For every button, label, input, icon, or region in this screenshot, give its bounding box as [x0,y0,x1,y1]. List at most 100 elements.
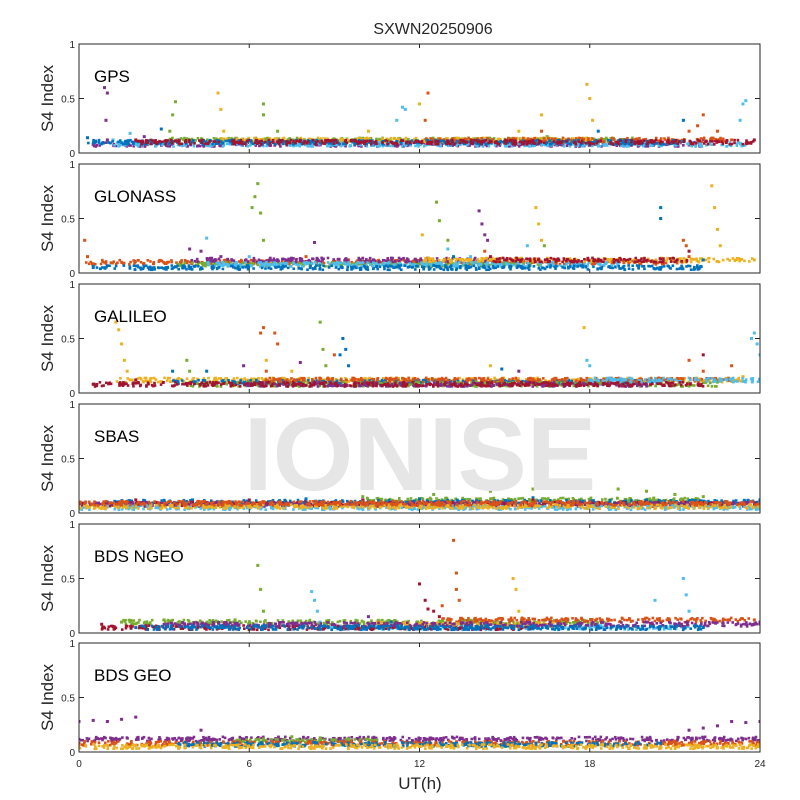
data-point [707,256,711,260]
data-point [130,140,134,144]
data-point [337,261,341,265]
data-point [468,140,471,144]
data-point [530,142,534,146]
data-point [128,263,131,266]
data-point [242,381,245,385]
data-point [625,144,629,148]
data-point [326,256,330,260]
data-point [289,257,293,261]
data-point [728,142,732,146]
data-point [408,265,411,269]
data-point [744,99,748,103]
data-point [520,264,523,268]
data-point [537,139,541,142]
data-point [613,138,616,141]
data-point [694,141,698,145]
data-point [392,137,396,141]
data-point [442,138,446,141]
data-point [513,256,517,260]
data-point [172,266,176,269]
data-point [517,129,521,133]
data-point [616,258,619,262]
panel-label: GLONASS [94,187,176,206]
data-point [330,264,333,268]
data-point [649,144,652,147]
data-point [217,140,221,144]
data-point [168,376,171,380]
data-point [97,138,101,142]
data-point [233,380,236,383]
data-point [700,379,704,382]
data-point [539,141,542,145]
data-point [448,139,452,143]
data-point [582,145,585,148]
data-point [612,260,616,264]
data-point [737,376,741,380]
data-point [352,140,356,144]
data-point [335,143,339,147]
data-point [345,141,349,145]
data-point [303,139,306,143]
data-point [278,139,282,142]
data-point [687,249,691,253]
data-point [712,143,716,146]
data-point [540,260,543,264]
data-point [298,257,302,261]
data-point [662,262,666,265]
data-point [590,258,593,261]
data-point [341,337,345,340]
data-point [557,258,561,262]
data-point [676,376,679,380]
data-point [363,266,367,269]
data-point [658,260,662,264]
data-point [567,266,570,270]
data-point [259,143,263,146]
data-point [427,256,430,260]
data-point [459,261,463,264]
data-point [273,261,276,264]
data-point [150,138,153,142]
data-point [705,140,708,143]
data-point [436,139,440,143]
data-point [310,144,313,148]
data-point [644,145,648,148]
data-point [143,142,146,146]
data-point [208,140,211,143]
data-point [332,258,335,261]
data-point [356,259,359,262]
data-point [581,262,584,266]
data-point [740,144,744,148]
data-point [418,102,421,106]
data-point [516,142,519,146]
data-point [476,140,480,144]
data-point [129,260,132,264]
data-point [544,260,547,264]
data-point [246,144,250,148]
data-point [403,142,407,145]
data-point [240,381,243,385]
data-point [174,379,178,383]
data-point [521,267,524,270]
data-point [406,138,410,141]
data-point [226,263,229,266]
data-point [377,260,381,264]
data-point [550,142,554,145]
data-point [652,142,656,146]
data-point [710,136,714,140]
data-point [507,145,511,148]
data-point [273,137,277,140]
data-point [132,264,136,268]
data-point [363,259,366,263]
data-point [103,86,107,90]
data-point [369,263,372,266]
data-point [602,142,605,146]
data-point [582,378,585,382]
data-point [499,139,503,143]
data-point [164,262,168,265]
data-point [531,143,534,147]
data-point [421,378,425,382]
data-point [682,140,686,144]
data-point [340,140,343,143]
data-point [576,265,579,268]
data-point [445,256,448,260]
